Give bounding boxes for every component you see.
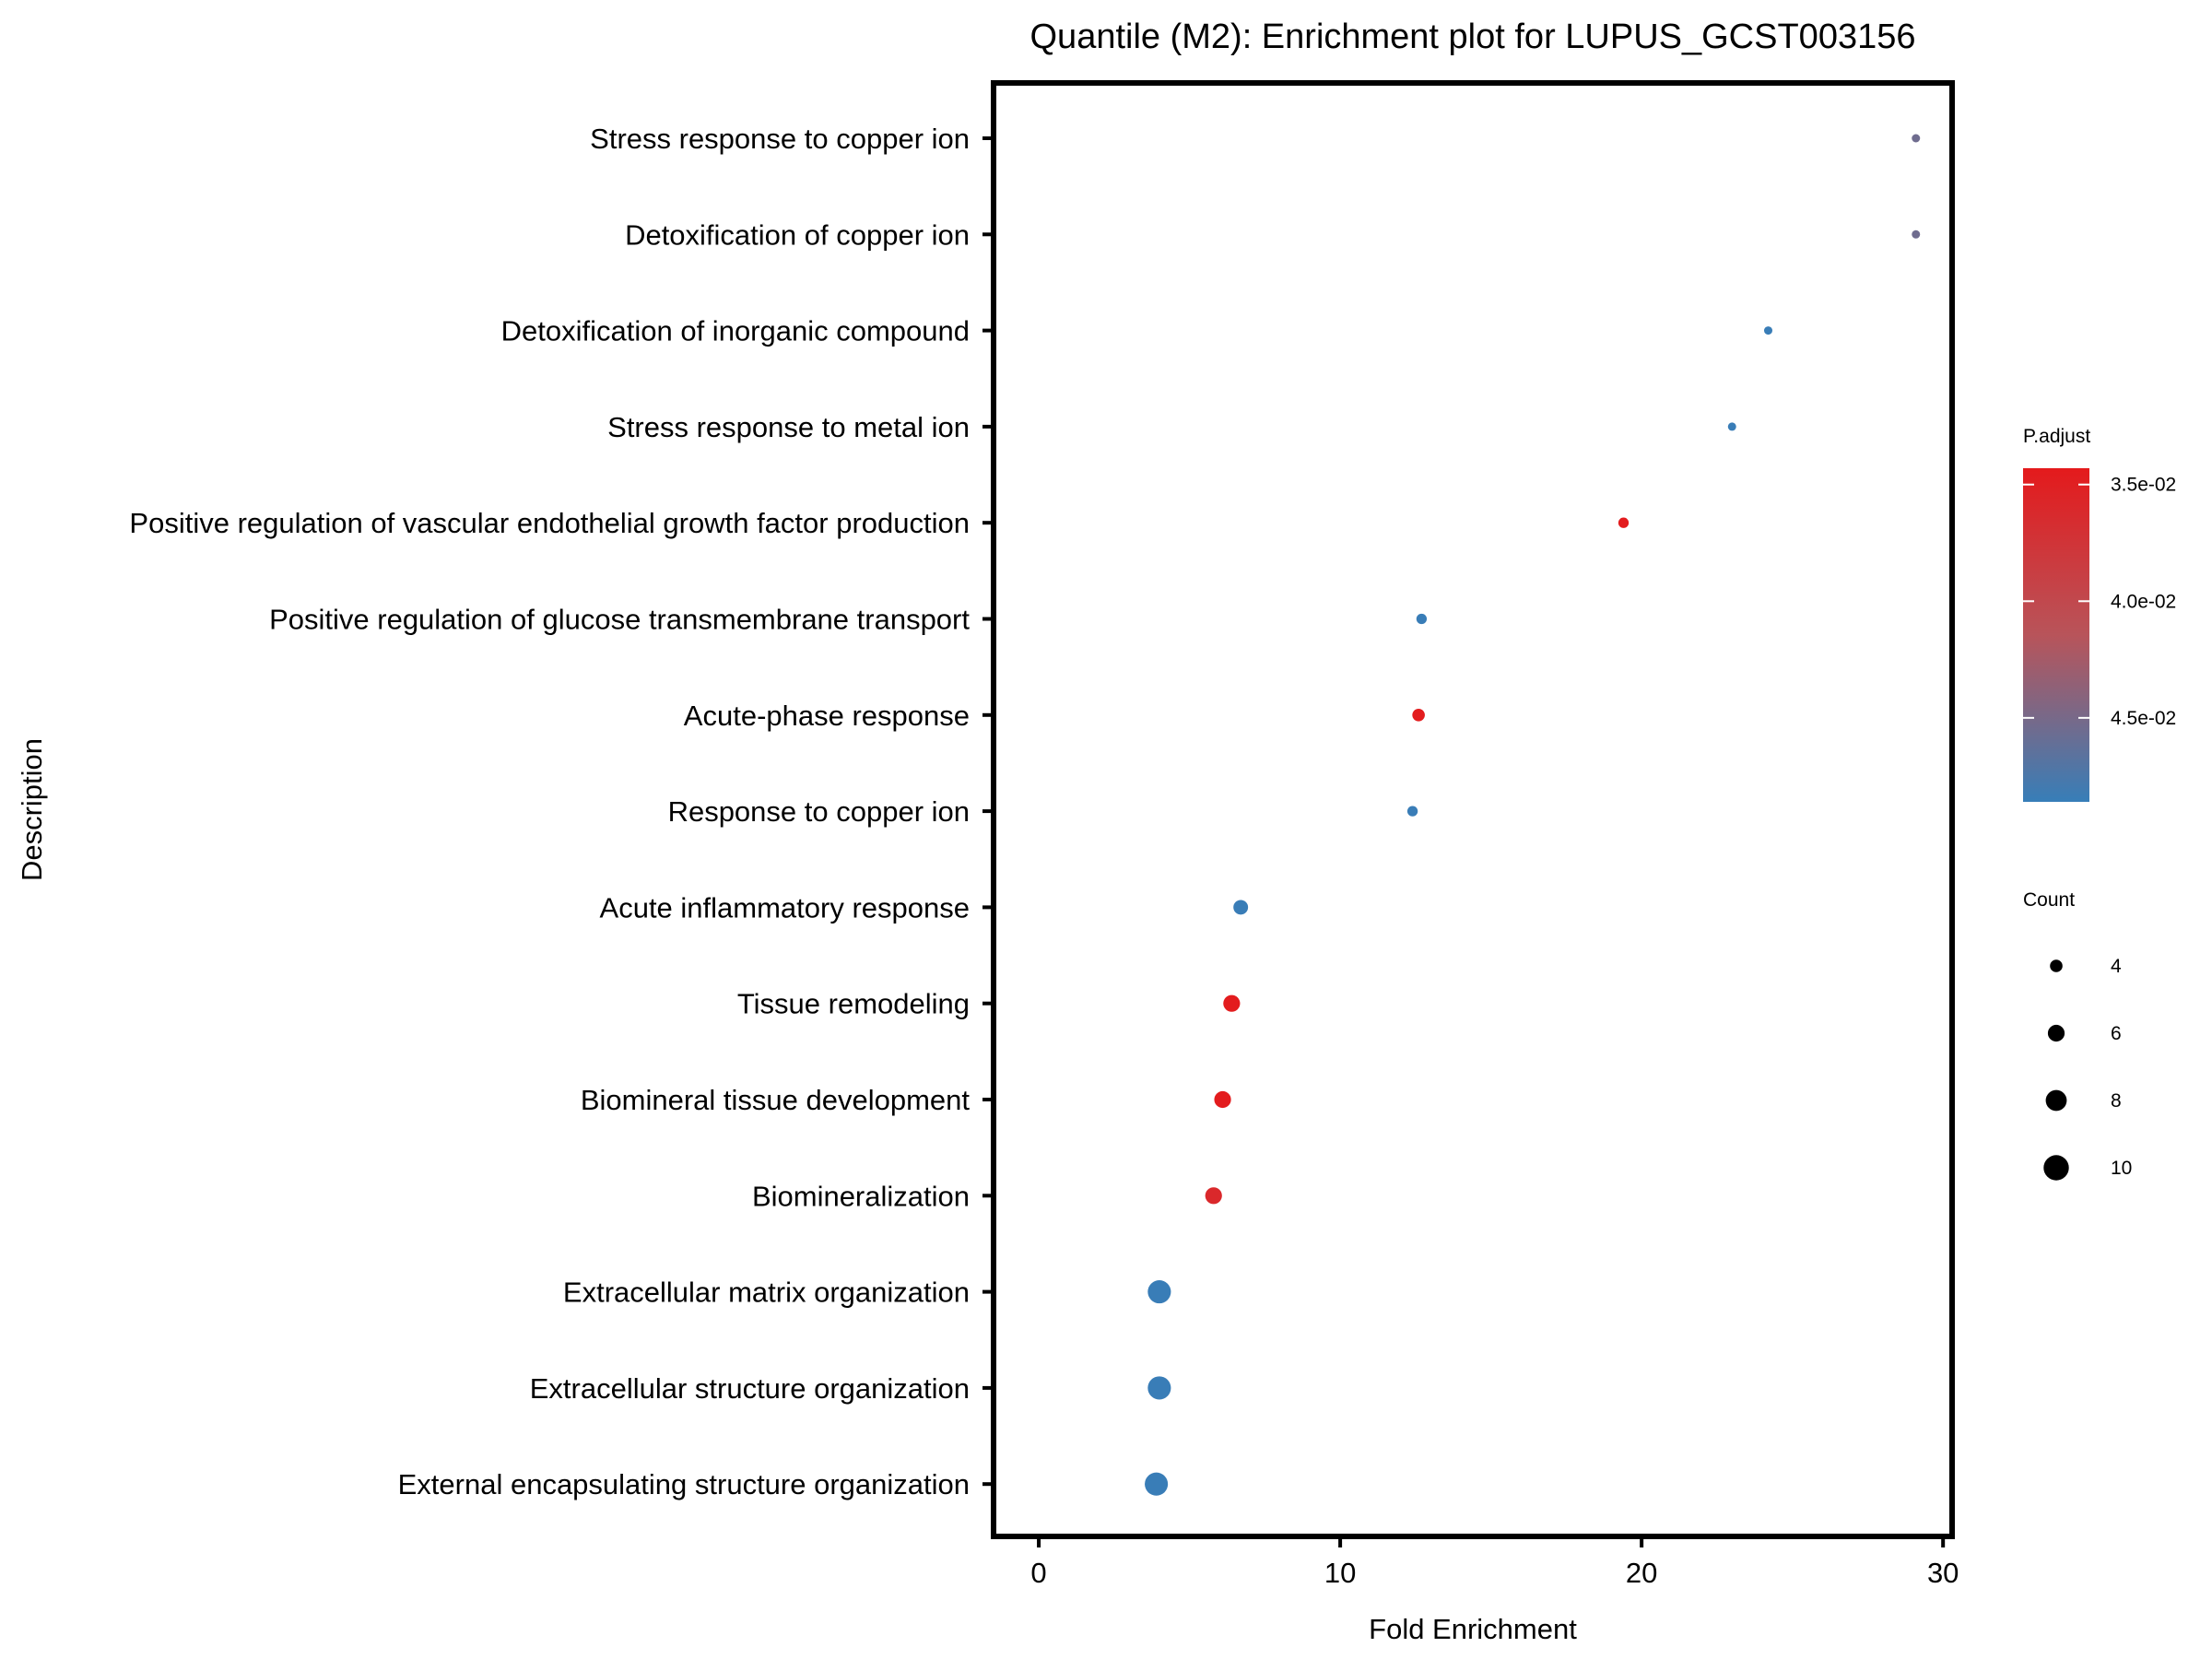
data-point	[1764, 326, 1773, 335]
data-point	[1147, 1376, 1171, 1400]
y-tick-label: Stress response to copper ion	[590, 123, 970, 155]
y-axis: Stress response to copper ion Detoxificat…	[129, 123, 994, 1500]
data-point	[1223, 994, 1241, 1012]
y-tick-label: Extracellular structure organization	[530, 1372, 970, 1405]
color-legend-title: P.adjust	[2023, 426, 2090, 447]
y-axis-title: Description	[16, 738, 48, 881]
data-point	[1618, 517, 1630, 528]
data-point	[1912, 229, 1921, 239]
y-tick-label: Extracellular matrix organization	[563, 1277, 970, 1309]
size-legend-items: 4 6 8 10	[2043, 956, 2132, 1181]
y-tick-label: Detoxification of inorganic compound	[501, 315, 970, 347]
size-legend-key	[2045, 1089, 2067, 1112]
y-tick-label: Acute-phase response	[684, 700, 970, 732]
color-legend-label: 3.5e-02	[2111, 475, 2176, 496]
x-tick-label: 30	[1927, 1557, 1959, 1589]
size-legend-label: 10	[2111, 1158, 2132, 1179]
plot-panel-border	[991, 80, 1955, 1539]
data-point	[1147, 1280, 1171, 1304]
data-point	[1406, 806, 1418, 817]
size-legend: Count 4 6 8 10	[2023, 889, 2132, 1181]
x-axis: 0 10 20 30	[1030, 1536, 1959, 1589]
size-legend-title: Count	[2023, 889, 2075, 911]
y-tick-label: Response to copper ion	[668, 795, 970, 828]
size-legend-label: 8	[2111, 1090, 2122, 1112]
x-tick-label: 20	[1626, 1557, 1657, 1589]
y-tick-label: Stress response to metal ion	[607, 411, 970, 443]
data-point	[1205, 1187, 1222, 1205]
y-tick-label: Acute inflammatory response	[600, 891, 970, 924]
size-legend-key	[2047, 1024, 2065, 1042]
y-tick-label: Detoxification of copper ion	[625, 218, 970, 251]
x-tick-label: 0	[1030, 1557, 1046, 1589]
data-point	[1727, 422, 1736, 431]
color-legend: P.adjust 3.5e-02 4.0e-02 4.5e-02	[2023, 426, 2176, 802]
data-point	[1416, 613, 1428, 625]
x-axis-title: Fold Enrichment	[1369, 1613, 1577, 1645]
size-legend-key	[2050, 959, 2063, 972]
color-legend-ticks: 3.5e-02 4.0e-02 4.5e-02	[2023, 475, 2176, 729]
y-tick-label: External encapsulating structure organiz…	[398, 1468, 970, 1500]
y-tick-label: Tissue remodeling	[737, 988, 970, 1020]
color-legend-label: 4.5e-02	[2111, 708, 2176, 729]
data-point	[1214, 1090, 1231, 1109]
y-tick-label: Biomineralization	[752, 1180, 970, 1212]
y-tick-label: Biomineral tissue development	[581, 1084, 971, 1116]
data-points	[1145, 134, 1921, 1496]
size-legend-label: 6	[2111, 1023, 2122, 1044]
color-gradient-bar	[2023, 468, 2089, 802]
chart-title: Quantile (M2): Enrichment plot for LUPUS…	[1030, 18, 1916, 56]
x-tick-label: 10	[1324, 1557, 1356, 1589]
data-point	[1233, 900, 1249, 915]
data-point	[1145, 1472, 1169, 1496]
color-legend-label: 4.0e-02	[2111, 591, 2176, 612]
y-tick-label: Positive regulation of vascular endothel…	[129, 507, 970, 539]
size-legend-label: 4	[2111, 956, 2122, 977]
y-tick-label: Positive regulation of glucose transmemb…	[269, 604, 970, 636]
data-point	[1412, 709, 1425, 722]
size-legend-key	[2043, 1155, 2069, 1181]
data-point	[1912, 134, 1921, 143]
